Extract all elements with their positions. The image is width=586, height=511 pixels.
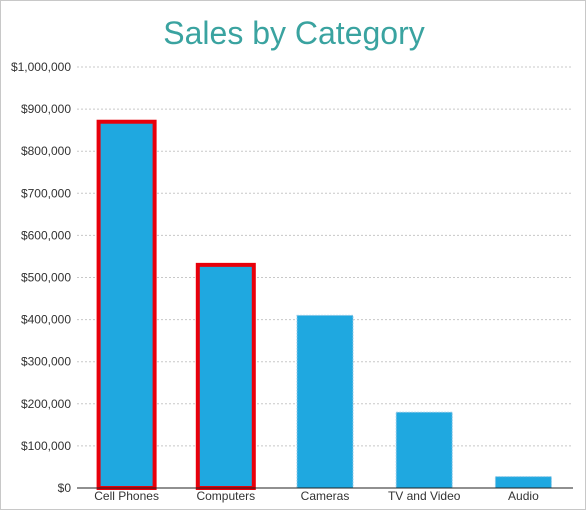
x-tick-label: TV and Video: [388, 489, 461, 503]
bar: [96, 119, 157, 490]
bar: [494, 476, 552, 489]
y-tick-label: $300,000: [21, 355, 71, 369]
x-tick-label: Audio: [508, 489, 539, 503]
y-tick-label: $200,000: [21, 397, 71, 411]
y-tick-label: $800,000: [21, 144, 71, 158]
y-tick-label: $100,000: [21, 439, 71, 453]
y-tick-label: $0: [58, 481, 72, 495]
bar: [296, 314, 354, 489]
y-tick-label: $900,000: [21, 102, 71, 116]
y-tick-label: $500,000: [21, 271, 71, 285]
bar: [195, 262, 256, 490]
bar: [395, 411, 453, 489]
y-tick-label: $1,000,000: [11, 60, 71, 74]
y-tick-label: $700,000: [21, 186, 71, 200]
y-tick-label: $400,000: [21, 313, 71, 327]
x-tick-label: Cameras: [301, 489, 350, 503]
chart-title: Sales by Category: [163, 15, 425, 51]
x-tick-label: Cell Phones: [94, 489, 159, 503]
y-tick-label: $600,000: [21, 228, 71, 242]
x-tick-label: Computers: [196, 489, 255, 503]
